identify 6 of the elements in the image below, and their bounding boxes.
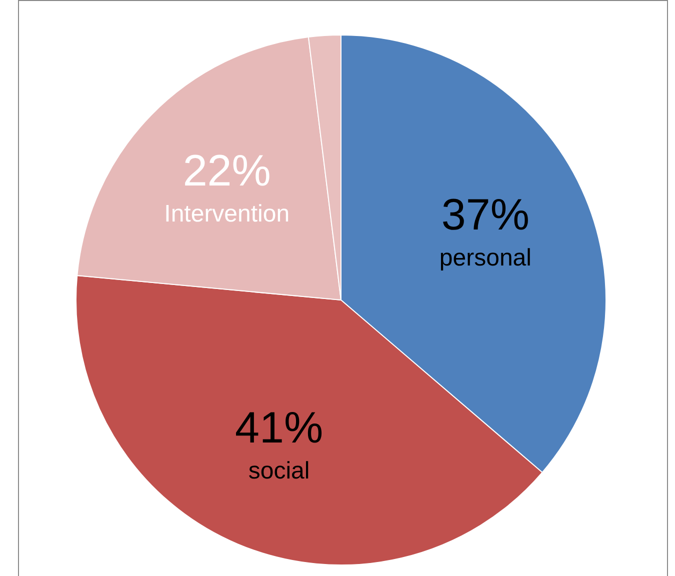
- slice-label: Intervention: [164, 200, 290, 228]
- data-label: 41%: [234, 403, 324, 452]
- slice-label: social: [248, 457, 310, 484]
- data-label: 22%: [182, 146, 271, 196]
- slice-label: personal: [439, 244, 532, 272]
- data-label: 37%: [441, 190, 530, 240]
